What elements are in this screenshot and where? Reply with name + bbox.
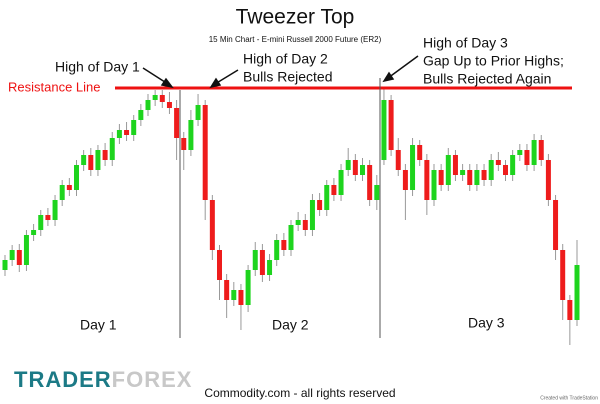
brand: TRADERFOREX [14, 367, 192, 392]
candle-body [81, 155, 87, 165]
candle-body [159, 95, 165, 102]
candle-body [31, 230, 37, 235]
candle-body [388, 100, 394, 150]
candle-body [438, 170, 444, 185]
candle-body [367, 165, 373, 200]
candle-body [217, 250, 222, 280]
annotation: Bulls Rejected Again [423, 71, 551, 87]
candle-body [181, 138, 187, 150]
candle-body [553, 200, 559, 250]
plot [2, 86, 580, 345]
candle-body [188, 120, 194, 150]
candle-body [195, 105, 201, 120]
candle-body [52, 200, 58, 220]
candle-body [259, 250, 265, 275]
annotation: Bulls Rejected [243, 69, 333, 85]
candle-body [124, 130, 130, 135]
candle-body [331, 185, 337, 195]
candle-body [209, 200, 215, 250]
candle-body [495, 160, 501, 165]
candle-body [102, 150, 108, 160]
candle-body [360, 165, 365, 175]
candle-body [138, 110, 144, 120]
candle-body [309, 200, 315, 230]
candle-body [317, 200, 323, 210]
candle-body [238, 290, 244, 305]
candle-body [417, 145, 423, 160]
candle-body [252, 250, 258, 270]
candle-body [474, 170, 480, 185]
day-label: Day 2 [272, 317, 309, 333]
candle-body [95, 150, 101, 170]
candle-body [524, 150, 530, 165]
candle-body [324, 185, 330, 210]
credit: Created with TradeStation [540, 395, 598, 401]
candle-body [9, 250, 15, 260]
candle-body [267, 260, 273, 275]
candle-body [352, 160, 358, 175]
candle-body [452, 155, 458, 175]
day-label: Day 1 [80, 317, 117, 333]
candle-body [202, 105, 208, 200]
candle-body [23, 235, 29, 265]
candle-body [545, 160, 551, 200]
candle-body [467, 170, 473, 185]
candle-body [59, 185, 65, 200]
footer: Commodity.com - all rights reserved [204, 386, 395, 400]
resistance-label: Resistance Line [8, 79, 101, 94]
candle-body [224, 280, 230, 300]
candle-body [402, 170, 408, 190]
candle-body [245, 270, 251, 305]
candle-body [131, 120, 137, 135]
candle-body [395, 150, 401, 170]
candle-body [374, 185, 380, 200]
candle-body [174, 108, 180, 138]
candle-body [109, 138, 115, 160]
candle-body [567, 300, 573, 320]
candle-body [281, 240, 287, 250]
candle-body [410, 145, 416, 190]
candle-body [560, 250, 566, 300]
candle-body [424, 160, 430, 200]
candle-body [38, 215, 44, 230]
candle-body [295, 220, 301, 225]
candle-body [538, 140, 544, 160]
candle-body [381, 100, 387, 160]
candle-body [460, 170, 466, 175]
candle-body [74, 165, 79, 190]
candle-body [302, 220, 308, 230]
candle-body [66, 185, 72, 190]
candle-body [574, 265, 580, 320]
annotation: High of Day 1 [55, 59, 140, 75]
candle-body [338, 170, 344, 195]
annotation: Gap Up to Prior Highs; [423, 53, 564, 69]
candle-body [16, 250, 22, 265]
candle-body [445, 155, 451, 185]
candle-body [510, 155, 516, 175]
candle-body [517, 150, 523, 155]
candle-body [231, 290, 237, 300]
arrows [142, 55, 419, 89]
day-label: Day 3 [468, 315, 505, 331]
annotation: High of Day 3 [423, 35, 508, 51]
candle-body [45, 215, 51, 220]
candle-body [531, 140, 537, 165]
annotation: High of Day 2 [243, 51, 328, 67]
candle-body [288, 225, 294, 250]
chart-subtitle: 15 Min Chart - E-mini Russell 2000 Futur… [209, 35, 382, 44]
candle-body [166, 102, 172, 108]
candle-body [503, 165, 508, 175]
candle-body [481, 170, 487, 180]
candle-body [345, 160, 351, 170]
candle-body [116, 130, 122, 138]
candle-body [431, 170, 437, 200]
candle-body [88, 155, 94, 170]
candle-body [152, 95, 158, 100]
candle-body [274, 240, 280, 260]
candle-body [2, 260, 8, 270]
candle-body [145, 100, 151, 110]
candle-body [488, 160, 494, 180]
chart-title: Tweezer Top [236, 6, 355, 29]
